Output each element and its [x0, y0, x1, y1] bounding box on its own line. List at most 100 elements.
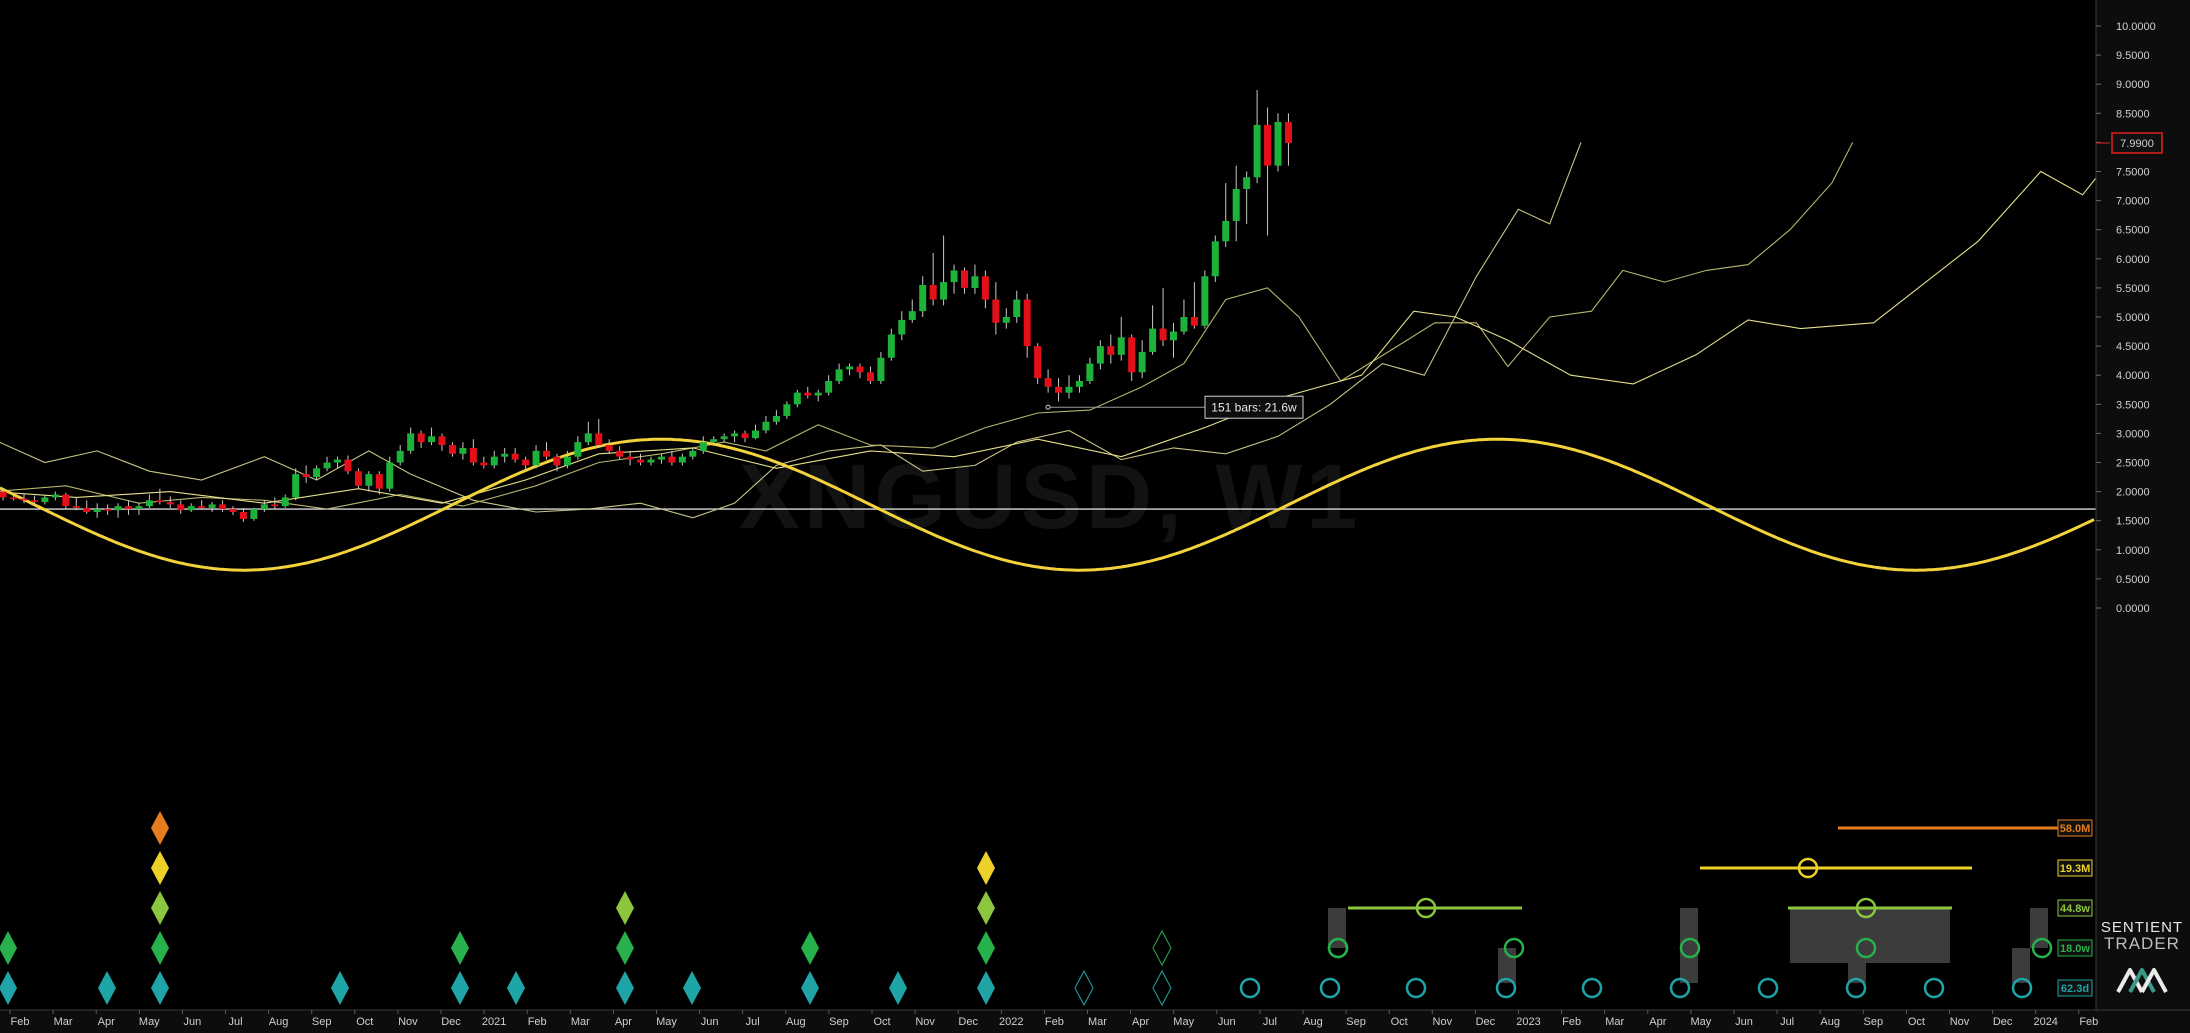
candle-body [93, 509, 101, 512]
candle-body [1264, 124, 1272, 166]
candle-body [595, 433, 603, 446]
candle-body [835, 369, 843, 382]
price-axis[interactable]: 10.00009.50009.00008.50008.00007.50007.0… [2096, 21, 2163, 615]
candle [825, 375, 833, 396]
time-axis[interactable]: Feb Mar Apr May Jun Jul Aug Sep Oct Nov Dec 2021 Feb… [9, 1010, 2098, 1028]
candle-body [522, 459, 530, 466]
time-tick-label: Jul [746, 1016, 760, 1028]
candle-body [553, 456, 561, 466]
time-tick-label: Nov [1950, 1016, 1970, 1028]
candle [271, 497, 279, 510]
candle-body [177, 504, 185, 511]
cycle-projection-range [2030, 908, 2048, 948]
candle-body [271, 504, 279, 507]
time-tick-label: 2022 [999, 1016, 1023, 1028]
candle [1264, 107, 1272, 236]
annotation-box[interactable] [1204, 395, 1304, 419]
time-tick-label: Mar [1088, 1016, 1107, 1028]
cycle-projected-trough-circle [1495, 977, 1517, 999]
cycle-projected-trough-circle [1503, 937, 1525, 959]
candle [135, 503, 143, 515]
candle [1002, 308, 1010, 329]
candle-body [1159, 328, 1167, 341]
time-tick-label: Sep [312, 1016, 332, 1028]
candle [1159, 287, 1167, 347]
candle-body [584, 433, 592, 443]
candle-body [125, 506, 132, 510]
candle [605, 439, 613, 454]
candle [584, 421, 592, 446]
time-tick-label: Dec [1476, 1016, 1496, 1028]
price-tick-label: 3.5000 [2116, 399, 2150, 411]
candle [407, 427, 415, 454]
candle [992, 282, 1000, 335]
candle-body [866, 372, 874, 382]
time-tick-label: Apr [1649, 1016, 1666, 1028]
price-tick-label: 1.0000 [2116, 545, 2150, 557]
candle-body [616, 450, 624, 457]
candle [647, 456, 655, 466]
time-tick-label: Oct [873, 1016, 890, 1028]
candle [30, 495, 38, 505]
candle-body [428, 436, 436, 443]
candle-body [1075, 381, 1083, 387]
candle [689, 447, 697, 460]
candle-body [961, 270, 968, 288]
candle [1034, 343, 1042, 384]
cycle-hollow-diamond [1152, 929, 1172, 967]
time-tick-label: Apr [615, 1016, 632, 1028]
cycle-trough-diamond [616, 931, 634, 965]
price-tick-label: 7.0000 [2116, 196, 2150, 208]
time-tick-label: 2021 [482, 1016, 506, 1028]
cycle-projected-trough-circle [1581, 977, 1603, 999]
cycle-projected-trough-circle [1679, 937, 1701, 959]
candle-body [929, 284, 937, 300]
candle [574, 436, 582, 460]
candle [0, 488, 7, 501]
candle [501, 447, 509, 463]
candle [1170, 322, 1177, 358]
cycle-trough-diamond [451, 931, 469, 965]
candle-body [1274, 122, 1282, 166]
cycle-period-badge [2057, 859, 2093, 877]
time-tick-label: May [1691, 1016, 1712, 1028]
candle [334, 456, 341, 469]
candle [1013, 290, 1021, 323]
candle-body [166, 502, 174, 505]
candle [877, 351, 885, 384]
candles-layer [0, 90, 1292, 522]
candle [616, 446, 624, 460]
candle [323, 456, 331, 472]
candle [835, 363, 843, 384]
candle [177, 500, 185, 514]
time-tick-label: Mar [1605, 1016, 1624, 1028]
cycle-trough-diamond [0, 971, 17, 1005]
candle-body [511, 453, 519, 460]
price-tick-label: 9.0000 [2116, 79, 2150, 91]
bar-count-annotation-layer[interactable]: 151 bars: 21.6w [1045, 395, 1304, 419]
cycle-trough-diamond [889, 971, 907, 1005]
candle [511, 447, 519, 463]
candle [804, 386, 812, 399]
candle-body [239, 511, 247, 519]
candle [532, 445, 540, 469]
time-tick-label: Sep [1864, 1016, 1884, 1028]
cycle-trough-diamond [616, 891, 634, 925]
candle-body [626, 456, 634, 460]
time-tick-label: Jun [184, 1016, 202, 1028]
time-tick-label: Oct [1391, 1016, 1408, 1028]
candle [919, 276, 927, 317]
current-price-badge[interactable] [2111, 132, 2163, 154]
candle [281, 494, 289, 508]
candle-body [804, 392, 812, 396]
candle-body [657, 456, 665, 460]
candle-body [992, 299, 1000, 323]
candle-body [375, 474, 383, 489]
time-tick-label: Feb [1045, 1016, 1064, 1028]
cycle-projected-trough-circle [1669, 977, 1691, 999]
time-tick-label: Aug [1303, 1016, 1323, 1028]
price-tick-label: 9.5000 [2116, 50, 2150, 62]
candle [710, 436, 718, 446]
